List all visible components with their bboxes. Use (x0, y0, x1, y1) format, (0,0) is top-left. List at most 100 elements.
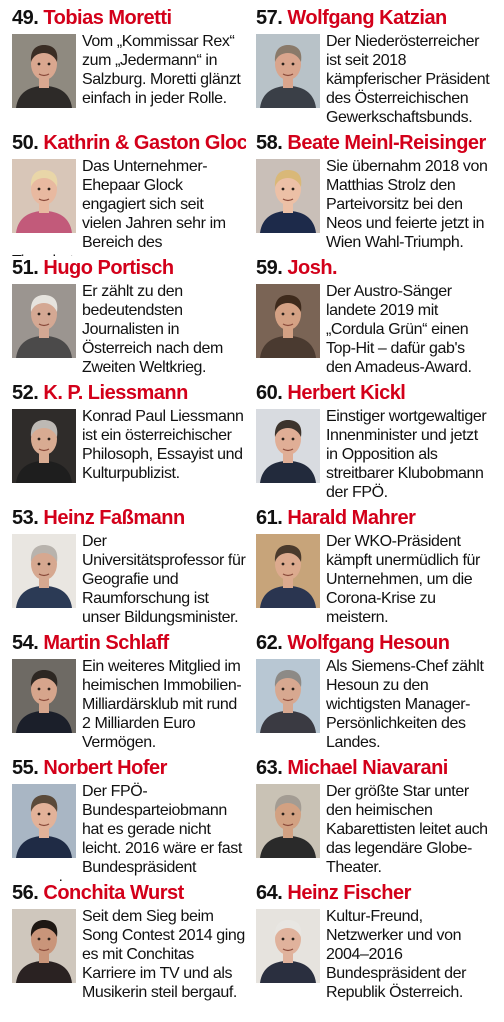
rank-number: 49. (12, 7, 39, 29)
entry-heading: 62. Wolfgang Hesoun (256, 631, 490, 657)
person-name: Herbert Kickl (287, 382, 406, 404)
person-name: Michael Niavarani (287, 757, 448, 779)
entry-conchita-wurst: 56. Conchita Wurst Seit dem Sieg beim Son… (12, 881, 246, 1006)
person-name: Martin Schlaff (43, 632, 169, 654)
person-name: Josh. (287, 257, 338, 279)
right-column: 57. Wolfgang Katzian Der Niederösterreich… (256, 6, 490, 1006)
entry-heading: 64. Heinz Fischer (256, 881, 490, 907)
portrait-photo (256, 34, 320, 108)
entry-heinz-fischer: 64. Heinz Fischer Kultur-Freund, Netzwerk… (256, 881, 490, 1006)
person-name: Beate Meinl-Reisinger (287, 132, 486, 154)
entry-body: Er zählt zu den bedeutendsten Journalist… (12, 282, 246, 377)
person-name: Wolfgang Hesoun (287, 632, 450, 654)
entry-heading: 52. K. P. Liessmann (12, 381, 246, 407)
entry-description: Der WKO-Präsident kämpft unermüdlich für… (326, 533, 480, 626)
entry-heading: 49. Tobias Moretti (12, 6, 246, 32)
portrait-photo (12, 409, 76, 483)
entry-description: Sie übernahm 2018 von Matthias Strolz de… (326, 158, 488, 251)
entry-heading: 59. Josh. (256, 256, 490, 282)
entry-body: Der größte Star unter den heimischen Kab… (256, 782, 490, 877)
rank-number: 51. (12, 257, 39, 279)
entry-description: Der Austro-Sänger landete 2019 mit „Cord… (326, 283, 472, 376)
rank-number: 55. (12, 757, 39, 779)
entry-k-p-liessmann: 52. K. P. Liessmann Konrad Paul Liessmann… (12, 381, 246, 506)
portrait-photo (256, 284, 320, 358)
entry-description: Konrad Paul Liessmann ist ein österreich… (82, 408, 244, 482)
portrait-photo (256, 909, 320, 983)
entry-kathrin-gaston-glock: 50. Kathrin & Gaston Glock Das Unternehme… (12, 131, 246, 256)
rank-number: 60. (256, 382, 283, 404)
portrait-photo (12, 659, 76, 733)
entry-description: Das Unternehmer-Ehepaar Glock engagiert … (12, 158, 226, 256)
left-column: 49. Tobias Moretti Vom „Kommissar Rex“ zu… (12, 6, 246, 1006)
entry-description: Der Universitätsprofessor für Geografie … (82, 533, 246, 626)
rank-number: 61. (256, 507, 283, 529)
entry-martin-schlaff: 54. Martin Schlaff Ein weiteres Mitglied … (12, 631, 246, 756)
person-name: Wolfgang Katzian (287, 7, 447, 29)
person-name: Kathrin & Gaston Glock (43, 132, 246, 154)
person-name: Hugo Portisch (43, 257, 174, 279)
person-name: Heinz Faßmann (43, 507, 185, 529)
entry-description: Seit dem Sieg beim Song Contest 2014 gin… (82, 908, 245, 1001)
rank-number: 53. (12, 507, 39, 529)
entry-body: Der Austro-Sänger landete 2019 mit „Cord… (256, 282, 490, 377)
portrait-photo (12, 909, 76, 983)
rank-number: 57. (256, 7, 283, 29)
entry-body: Vom „Kommissar Rex“ zum „Jedermann“ in S… (12, 32, 246, 108)
entry-body: Kultur-Freund, Netzwerker und von 2004–2… (256, 907, 490, 1002)
portrait-photo (12, 784, 76, 858)
entry-body: Der Universitätsprofessor für Geografie … (12, 532, 246, 627)
entry-heading: 51. Hugo Portisch (12, 256, 246, 282)
entry-body: Das Unternehmer-Ehepaar Glock engagiert … (12, 157, 246, 256)
entry-beate-meinl-reisinger: 58. Beate Meinl-Reisinger Sie übernahm 20… (256, 131, 490, 256)
portrait-photo (256, 659, 320, 733)
rank-number: 54. (12, 632, 39, 654)
rank-number: 64. (256, 882, 283, 904)
portrait-photo (256, 784, 320, 858)
entry-description: Einstiger wortgewaltiger Innenminister u… (326, 408, 487, 501)
portrait-photo (256, 409, 320, 483)
rank-number: 50. (12, 132, 39, 154)
entry-norbert-hofer: 55. Norbert Hofer Der FPÖ-Bundesparteiobm… (12, 756, 246, 881)
entry-herbert-kickl: 60. Herbert Kickl Einstiger wortgewaltige… (256, 381, 490, 506)
portrait-photo (256, 159, 320, 233)
person-name: Norbert Hofer (43, 757, 167, 779)
entry-body: Seit dem Sieg beim Song Contest 2014 gin… (12, 907, 246, 1002)
entry-body: Sie übernahm 2018 von Matthias Strolz de… (256, 157, 490, 252)
entry-body: Der WKO-Präsident kämpft unermüdlich für… (256, 532, 490, 627)
entry-body: Der FPÖ-Bundesparteiobmann hat es gerade… (12, 782, 246, 881)
entry-body: Als Siemens-Chef zählt Hesoun zu den wic… (256, 657, 490, 752)
entry-description: Ein weiteres Mitglied im heimischen Immo… (82, 658, 242, 751)
entry-body: Der Niederösterreicher ist seit 2018 käm… (256, 32, 490, 127)
entry-heading: 53. Heinz Faßmann (12, 506, 246, 532)
rank-number: 56. (12, 882, 39, 904)
portrait-photo (12, 284, 76, 358)
entry-heading: 63. Michael Niavarani (256, 756, 490, 782)
portrait-photo (256, 534, 320, 608)
entry-heading: 58. Beate Meinl-Reisinger (256, 131, 490, 157)
entry-harald-mahrer: 61. Harald Mahrer Der WKO-Präsident kämpf… (256, 506, 490, 631)
entry-description: Er zählt zu den bedeutendsten Journalist… (82, 283, 223, 376)
entry-body: Ein weiteres Mitglied im heimischen Immo… (12, 657, 246, 752)
entry-description: Der Niederösterreicher ist seit 2018 käm… (326, 33, 490, 126)
person-name: Conchita Wurst (43, 882, 184, 904)
rank-number: 63. (256, 757, 283, 779)
entry-heading: 56. Conchita Wurst (12, 881, 246, 907)
person-name: Harald Mahrer (287, 507, 416, 529)
portrait-photo (12, 159, 76, 233)
entry-heinz-fa-mann: 53. Heinz Faßmann Der Universitätsprofess… (12, 506, 246, 631)
entry-description: Kultur-Freund, Netzwerker und von 2004–2… (326, 908, 467, 1001)
entry-heading: 61. Harald Mahrer (256, 506, 490, 532)
person-name: K. P. Liessmann (43, 382, 188, 404)
entry-description: Vom „Kommissar Rex“ zum „Jedermann“ in S… (82, 33, 241, 107)
entry-heading: 54. Martin Schlaff (12, 631, 246, 657)
entry-michael-niavarani: 63. Michael Niavarani Der größte Star unt… (256, 756, 490, 881)
rank-number: 62. (256, 632, 283, 654)
entry-hugo-portisch: 51. Hugo Portisch Er zählt zu den bedeute… (12, 256, 246, 381)
rank-number: 52. (12, 382, 39, 404)
entry-heading: 57. Wolfgang Katzian (256, 6, 490, 32)
person-name: Tobias Moretti (43, 7, 172, 29)
rank-number: 59. (256, 257, 283, 279)
entry-heading: 50. Kathrin & Gaston Glock (12, 131, 246, 157)
rank-number: 58. (256, 132, 283, 154)
